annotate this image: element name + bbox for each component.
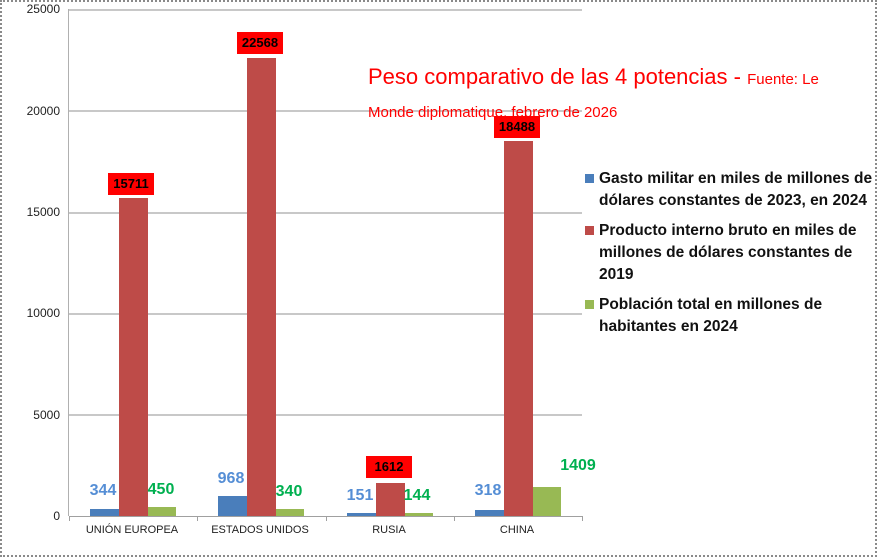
x-axis	[69, 516, 582, 517]
x-label-us: ESTADOS UNIDOS	[211, 524, 309, 536]
x-tick	[454, 516, 455, 521]
label-ue-gasto: 344	[89, 482, 117, 499]
gridline	[69, 212, 582, 214]
x-label-ue: UNIÓN EUROPEA	[85, 524, 179, 536]
x-tick	[197, 516, 198, 521]
y-tick-0: 0	[53, 509, 60, 523]
gridline	[69, 313, 582, 315]
y-tick-5000: 5000	[33, 408, 60, 422]
x-tick	[326, 516, 327, 521]
gridline	[69, 414, 582, 416]
bar-us-pib	[247, 58, 276, 516]
label-cn-poblacion: 1409	[560, 457, 596, 474]
label-us-poblacion: 340	[275, 483, 303, 500]
y-tick-10000: 10000	[26, 306, 60, 320]
legend-label: Gasto militar en miles de millones de dó…	[599, 170, 873, 209]
bar-cn-poblacion	[533, 487, 561, 516]
y-tick-20000: 20000	[26, 104, 60, 118]
legend-swatch-blue	[585, 174, 594, 183]
gridline	[69, 9, 582, 11]
bar-ru-poblacion	[405, 513, 433, 516]
legend-label: Población total en millones de habitante…	[599, 296, 823, 335]
legend-item-poblacion: Población total en millones de habitante…	[583, 294, 873, 338]
bar-ue-poblacion	[148, 507, 176, 516]
legend-item-gasto-militar: Gasto militar en miles de millones de dó…	[583, 168, 873, 212]
label-ru-gasto: 151	[346, 487, 374, 504]
legend-swatch-red	[585, 226, 594, 235]
legend-item-pib: Producto interno bruto en miles de millo…	[583, 220, 873, 286]
bar-cn-pib	[504, 141, 533, 516]
bar-us-poblacion	[276, 509, 304, 516]
legend-label: Producto interno bruto en miles de millo…	[599, 222, 857, 283]
y-tick-15000: 15000	[26, 205, 60, 219]
x-label-cn: CHINA	[499, 524, 535, 536]
legend-swatch-green	[585, 300, 594, 309]
title-main: Peso comparativo de las 4 potencias -	[368, 64, 748, 89]
label-ue-pib: 15711	[108, 173, 154, 195]
label-cn-gasto: 318	[474, 482, 502, 499]
label-ru-poblacion: 144	[403, 487, 431, 504]
label-ue-poblacion: 450	[147, 481, 175, 498]
x-tick	[69, 516, 70, 521]
label-ru-pib: 1612	[366, 456, 412, 478]
bar-ru-gasto-militar	[347, 513, 376, 516]
legend: Gasto militar en miles de millones de dó…	[583, 168, 873, 346]
bar-us-gasto-militar	[218, 496, 247, 516]
chart-title: Peso comparativo de las 4 potencias - Fu…	[368, 62, 868, 128]
x-label-ru: RUSIA	[372, 524, 406, 536]
bar-ru-pib	[376, 483, 405, 516]
title-source: Fuente: Le Monde diplomatique, febrero d…	[368, 71, 819, 121]
label-cn-pib: 18488	[494, 116, 540, 138]
y-tick-25000: 25000	[26, 2, 60, 16]
label-us-gasto: 968	[217, 470, 245, 487]
plot-area	[68, 9, 583, 521]
bar-ue-gasto-militar	[90, 509, 119, 516]
bar-ue-pib	[119, 198, 148, 516]
x-tick	[582, 516, 583, 521]
bar-cn-gasto-militar	[475, 510, 504, 516]
label-us-pib: 22568	[237, 32, 283, 54]
gridline	[69, 110, 582, 112]
